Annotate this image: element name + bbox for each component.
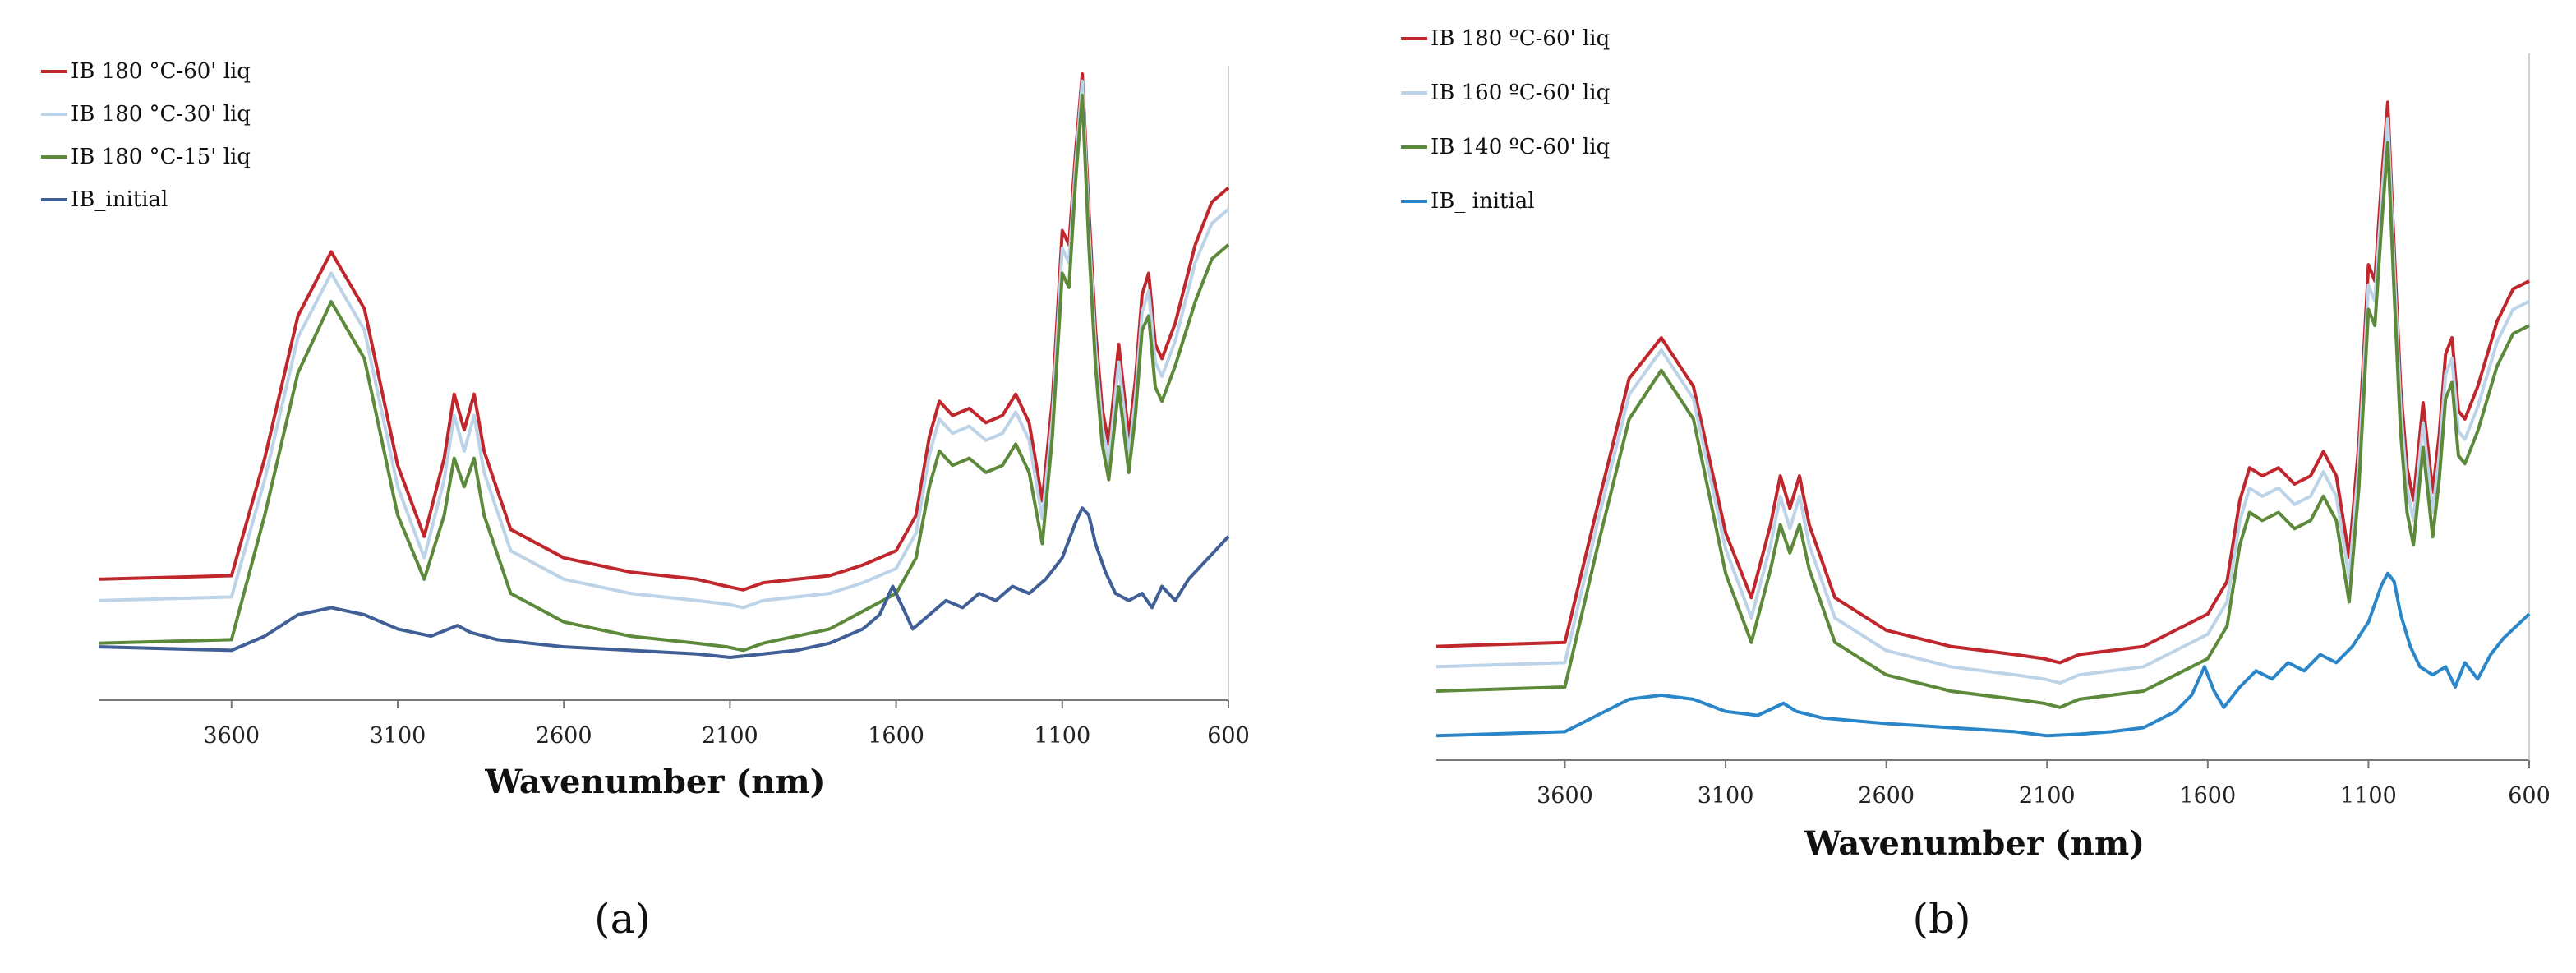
x-tick-label: 3100 — [370, 723, 426, 749]
legend-label: IB 180 °C-60' liq — [71, 59, 251, 84]
x-tick-label: 2100 — [2019, 783, 2076, 809]
x-tick-label: 1600 — [2179, 783, 2236, 809]
x-tick-label: 3600 — [1537, 783, 1593, 809]
series-line-2 — [98, 79, 1230, 610]
x-axis-title: Wavenumber (nm) — [1804, 824, 2145, 863]
legend-label: IB_ initial — [1431, 189, 1535, 214]
legend-label: IB 160 ºC-60' liq — [1431, 81, 1610, 105]
x-tick-label: 600 — [2508, 783, 2551, 809]
x-tick-label: 1100 — [2340, 783, 2397, 809]
legend-label: IB 140 ºC-60' liq — [1431, 135, 1610, 159]
series-line-1 — [98, 72, 1230, 592]
chart-panel-b: 3600 3100 2600 2100 1600 1100 600 IB 180 ºC-60'… — [1401, 26, 2551, 943]
legend-label: IB 180 °C-30' liq — [71, 102, 251, 127]
x-axis-title: Wavenumber (nm) — [484, 763, 825, 801]
legend-label: IB 180 °C-15' liq — [71, 145, 251, 169]
x-tick-label: 1600 — [868, 723, 924, 749]
series-line-4 — [1435, 571, 2531, 738]
x-tick-label: 2600 — [536, 723, 592, 749]
x-tick-label: 2100 — [702, 723, 758, 749]
x-tick-label: 600 — [1207, 723, 1250, 749]
x-tick-label: 1100 — [1034, 723, 1090, 749]
x-tick-label: 2600 — [1858, 783, 1915, 809]
series-line-2 — [1435, 117, 2530, 685]
legend-label: IB_initial — [71, 187, 168, 212]
x-tick-label: 3600 — [203, 723, 260, 749]
legend-label: IB 180 ºC-60' liq — [1431, 26, 1610, 51]
panel-label: (a) — [594, 895, 651, 943]
panel-label: (b) — [1912, 895, 1970, 943]
series-line-1 — [1435, 100, 2530, 665]
x-tick-label: 3100 — [1698, 783, 1754, 809]
series-line-3 — [98, 94, 1230, 653]
series-line-4 — [98, 506, 1230, 659]
series-line-3 — [1435, 141, 2530, 709]
chart-panel-a: 3600 3100 2600 2100 1600 1100 600 IB 180 °C-60'… — [41, 59, 1250, 943]
